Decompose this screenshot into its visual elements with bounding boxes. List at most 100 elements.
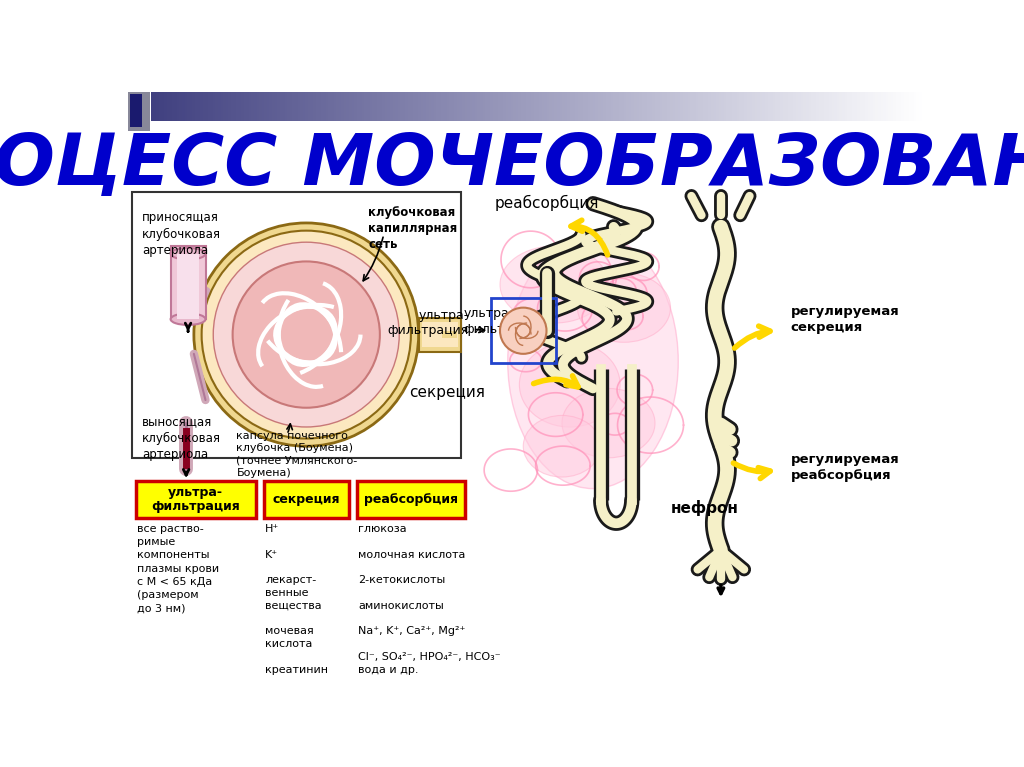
Bar bbox=[290, 92, 293, 121]
Bar bbox=[647, 92, 649, 121]
Bar bbox=[187, 92, 189, 121]
Bar bbox=[523, 92, 526, 121]
Text: ПРОЦЕСС МОЧЕОБРАЗОВАНИЯ: ПРОЦЕСС МОЧЕОБРАЗОВАНИЯ bbox=[0, 130, 1024, 199]
Bar bbox=[482, 92, 485, 121]
Bar bbox=[911, 92, 913, 121]
Bar bbox=[695, 92, 698, 121]
Bar bbox=[470, 92, 472, 121]
Bar bbox=[193, 92, 195, 121]
Ellipse shape bbox=[523, 416, 601, 477]
Bar bbox=[574, 92, 578, 121]
Bar bbox=[419, 318, 461, 351]
Bar bbox=[855, 92, 857, 121]
Bar bbox=[637, 92, 639, 121]
Bar bbox=[627, 92, 629, 121]
Bar bbox=[700, 92, 703, 121]
Bar bbox=[321, 92, 324, 121]
Text: регулируемая
секреция: регулируемая секреция bbox=[791, 304, 899, 334]
Bar bbox=[850, 92, 852, 121]
Bar bbox=[903, 92, 906, 121]
Bar bbox=[801, 92, 804, 121]
Bar bbox=[390, 92, 392, 121]
Bar bbox=[446, 92, 450, 121]
Bar bbox=[521, 92, 523, 121]
Bar bbox=[434, 92, 436, 121]
Bar bbox=[673, 92, 675, 121]
Bar bbox=[205, 92, 208, 121]
Text: секреция: секреция bbox=[272, 493, 340, 506]
Bar bbox=[184, 92, 187, 121]
Bar bbox=[665, 92, 668, 121]
Bar bbox=[534, 92, 537, 121]
Bar bbox=[588, 92, 591, 121]
Bar bbox=[298, 92, 300, 121]
Bar bbox=[370, 92, 372, 121]
Bar bbox=[680, 92, 683, 121]
Bar bbox=[559, 92, 562, 121]
Bar bbox=[252, 92, 254, 121]
Bar bbox=[210, 92, 213, 121]
Bar bbox=[213, 92, 215, 121]
Bar bbox=[770, 92, 773, 121]
Bar bbox=[668, 92, 670, 121]
Bar bbox=[230, 92, 233, 121]
Bar bbox=[382, 92, 385, 121]
Bar bbox=[241, 92, 244, 121]
Bar bbox=[198, 92, 200, 121]
Bar bbox=[225, 92, 228, 121]
Bar bbox=[726, 92, 729, 121]
Bar bbox=[341, 92, 344, 121]
Bar bbox=[351, 92, 354, 121]
Bar bbox=[724, 92, 726, 121]
Bar bbox=[406, 92, 408, 121]
Bar bbox=[344, 92, 346, 121]
Bar bbox=[791, 92, 794, 121]
Bar bbox=[477, 92, 480, 121]
Bar bbox=[356, 481, 465, 518]
Bar bbox=[419, 92, 421, 121]
Bar bbox=[593, 92, 596, 121]
Bar bbox=[295, 92, 298, 121]
Circle shape bbox=[194, 223, 419, 446]
Bar bbox=[678, 92, 680, 121]
Bar bbox=[796, 92, 799, 121]
Bar bbox=[513, 92, 516, 121]
Bar bbox=[564, 92, 567, 121]
Bar bbox=[765, 92, 768, 121]
Bar bbox=[387, 92, 390, 121]
Bar bbox=[731, 92, 734, 121]
Bar bbox=[685, 92, 688, 121]
Bar bbox=[644, 92, 647, 121]
Bar bbox=[572, 92, 574, 121]
Bar bbox=[773, 92, 775, 121]
Bar bbox=[480, 92, 482, 121]
Bar bbox=[339, 92, 341, 121]
Bar bbox=[167, 92, 169, 121]
Ellipse shape bbox=[171, 314, 206, 325]
Bar bbox=[809, 92, 811, 121]
Bar bbox=[867, 92, 870, 121]
Bar bbox=[397, 92, 400, 121]
Bar bbox=[634, 92, 637, 121]
Bar bbox=[898, 92, 901, 121]
Bar bbox=[498, 92, 501, 121]
Bar bbox=[189, 92, 193, 121]
Bar bbox=[901, 92, 903, 121]
Bar bbox=[285, 92, 288, 121]
Bar bbox=[356, 92, 359, 121]
Bar bbox=[906, 92, 908, 121]
Bar bbox=[654, 92, 657, 121]
Bar bbox=[372, 92, 375, 121]
Circle shape bbox=[232, 262, 380, 408]
Bar bbox=[375, 92, 377, 121]
Bar bbox=[675, 92, 678, 121]
Bar bbox=[169, 92, 172, 121]
Bar bbox=[300, 92, 303, 121]
Bar bbox=[264, 92, 267, 121]
Bar bbox=[778, 92, 780, 121]
Bar bbox=[659, 92, 663, 121]
Bar bbox=[408, 92, 411, 121]
Bar bbox=[847, 92, 850, 121]
Bar bbox=[182, 92, 184, 121]
Text: ультра-
фильтрация: ультра- фильтрация bbox=[464, 308, 545, 335]
